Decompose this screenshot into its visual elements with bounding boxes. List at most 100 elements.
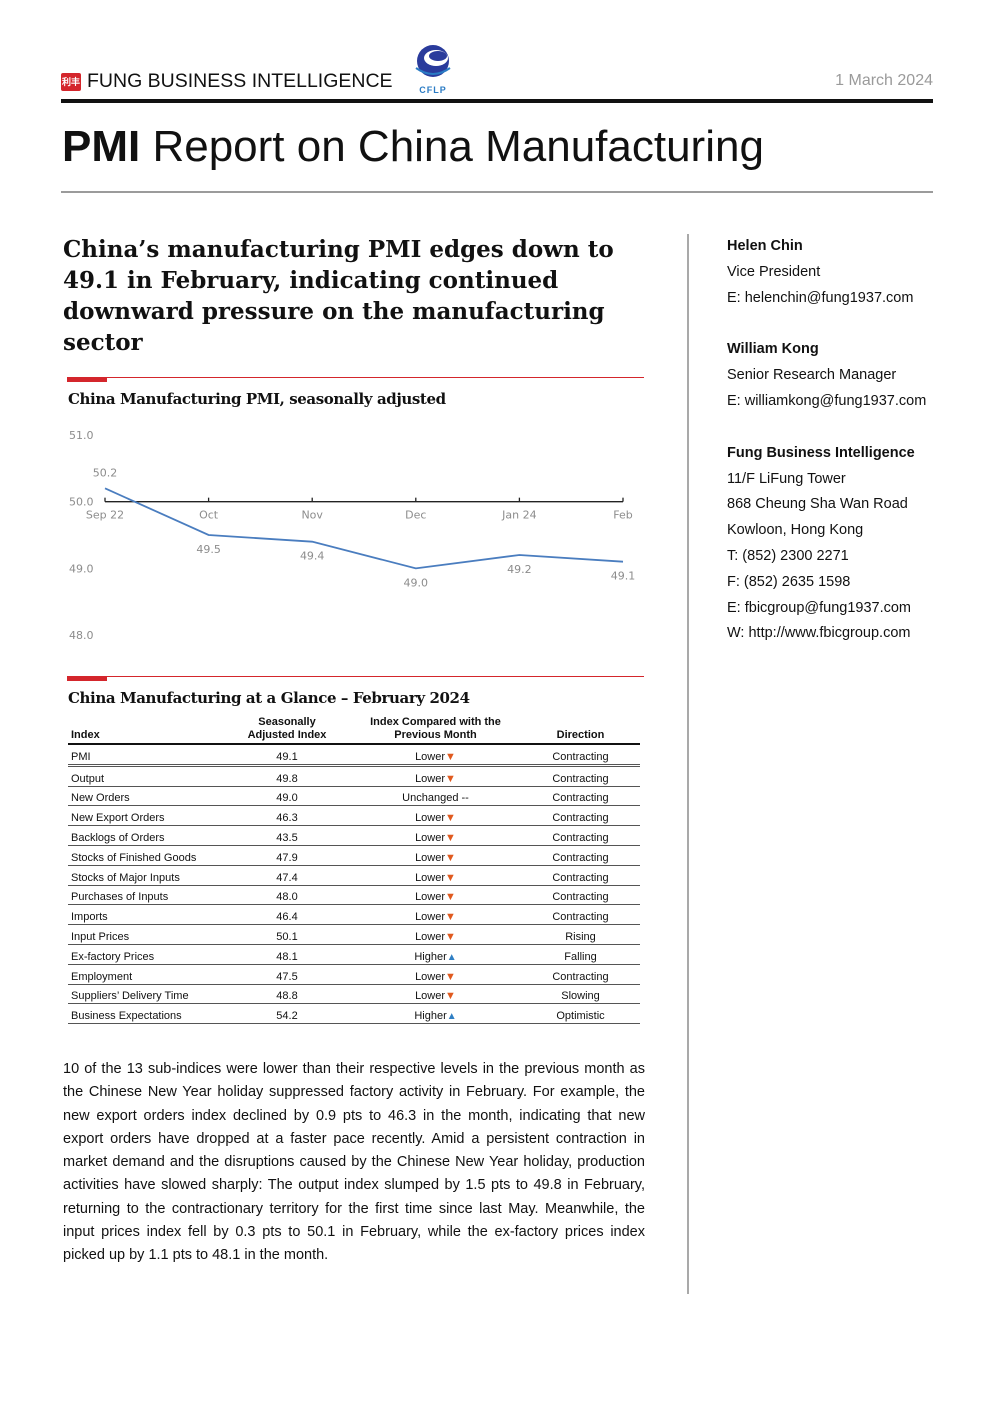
data-label: 49.5 (196, 543, 221, 556)
cell-compare: Lower▼ (350, 964, 521, 985)
chart-section-line (67, 377, 644, 378)
table-row: Suppliers’ Delivery Time 48.8 Lower▼ Slowin… (68, 984, 640, 1005)
cell-direction: Falling (521, 944, 640, 965)
title-rule (61, 191, 933, 193)
cell-direction: Contracting (521, 885, 640, 906)
contact-name: Helen Chin (727, 238, 803, 254)
x-tick-label: Oct (199, 509, 219, 522)
contact-email[interactable]: E: williamkong@fung1937.com (727, 392, 927, 409)
cell-value: 48.8 (224, 984, 350, 1005)
y-tick-label: 51.0 (69, 429, 94, 442)
table-row: Imports 46.4 Lower▼ Contracting (68, 904, 640, 926)
globe-icon (415, 45, 451, 77)
chart-section-marker (67, 377, 107, 382)
cell-direction: Contracting (521, 805, 640, 827)
table-row: Employment 47.5 Lower▼ Contracting (68, 964, 640, 985)
cell-value: 50.1 (224, 924, 350, 945)
table-section-line (67, 676, 644, 677)
triangle-up-icon: ▲ (446, 951, 457, 963)
cell-direction: Rising (521, 924, 640, 945)
cell-value: 54.2 (224, 1003, 350, 1025)
title-bold: PMI (62, 122, 141, 171)
cell-compare: Higher▲ (350, 944, 521, 965)
triangle-down-icon: ▼ (445, 891, 456, 904)
cell-compare-text: Lower (415, 831, 446, 844)
cell-value: 43.5 (224, 825, 350, 846)
x-tick-label: Feb (613, 509, 632, 522)
col-header-compare: Index Compared with the Previous Month (350, 716, 521, 744)
col-header-compare-l1: Index Compared with the (370, 716, 501, 728)
cell-compare-text: Lower (415, 750, 446, 763)
cell-direction: Contracting (521, 904, 640, 926)
triangle-down-icon: ▼ (445, 970, 456, 983)
y-tick-label: 48.0 (69, 629, 94, 642)
col-header-direction: Direction (556, 729, 605, 741)
org-email[interactable]: E: fbicgroup@fung1937.com (727, 599, 911, 616)
cell-compare-text: Lower (415, 911, 446, 924)
chart-title: China Manufacturing PMI, seasonally adju… (68, 390, 446, 408)
cell-value: 46.3 (224, 805, 350, 827)
title-rest: Report on China Manufacturing (140, 122, 764, 171)
cell-compare: Lower▼ (350, 924, 521, 945)
data-label: 50.2 (93, 466, 118, 479)
cell-compare: Higher▲ (350, 1003, 521, 1025)
cell-direction: Contracting (521, 825, 640, 846)
org-address-line: 868 Cheung Sha Wan Road (727, 496, 908, 513)
cell-index: Output (68, 765, 224, 787)
org-website[interactable]: W: http://www.fbicgroup.com (727, 625, 911, 642)
x-tick-label: Nov (301, 509, 323, 522)
partner-logo: CFLP (410, 44, 456, 95)
org-telephone: T: (852) 2300 2271 (727, 547, 849, 564)
table-row: Business Expectations 54.2 Higher▲ Optimist… (68, 1003, 640, 1025)
triangle-down-icon: ▼ (445, 750, 456, 763)
partner-logo-text: CFLP (419, 85, 447, 95)
cell-compare-text: Lower (415, 772, 446, 785)
data-label: 49.0 (404, 576, 429, 589)
cell-direction: Contracting (521, 845, 640, 866)
cell-value: 49.0 (224, 786, 350, 807)
cell-index: Ex-factory Prices (68, 944, 224, 965)
data-label: 49.1 (611, 570, 636, 583)
body-paragraph: 10 of the 13 sub-indices were lower than… (63, 1061, 645, 1264)
table-row: New Orders 49.0 Unchanged -- Contracting (68, 786, 640, 807)
cell-compare-text: Lower (415, 990, 446, 1003)
table-row: Backlogs of Orders 43.5 Lower▼ Contracting (68, 825, 640, 846)
headline: China’s manufacturing PMI edges down to … (63, 236, 614, 356)
cell-index: PMI (68, 744, 224, 766)
cell-index: New Orders (68, 786, 224, 807)
y-tick-label: 49.0 (69, 562, 94, 575)
cell-direction: Contracting (521, 765, 640, 787)
data-label: 49.2 (507, 563, 532, 576)
col-header-value-l1: Seasonally (258, 716, 316, 728)
cell-compare-text: Lower (415, 851, 446, 864)
col-header-index: Index (71, 729, 100, 741)
report-date: 1 March 2024 (835, 72, 933, 89)
cell-value: 49.8 (224, 765, 350, 787)
table-title: China Manufacturing at a Glance – Februa… (68, 689, 470, 707)
triangle-down-icon: ▼ (445, 812, 456, 825)
contact-role: Senior Research Manager (727, 367, 897, 384)
col-header-value-l2: Adjusted Index (247, 729, 327, 741)
cell-index: Backlogs of Orders (68, 825, 224, 846)
cell-compare: Lower▼ (350, 885, 521, 906)
table-row: Stocks of Finished Goods 47.9 Lower▼ Contra… (68, 845, 640, 866)
contact-email[interactable]: E: helenchin@fung1937.com (727, 289, 914, 306)
cell-compare-text: Higher (414, 1010, 447, 1023)
contact-role: Vice President (727, 263, 821, 280)
cell-compare-text: Lower (415, 930, 446, 943)
table-row: Purchases of Inputs 48.0 Lower▼ Contracting (68, 885, 640, 906)
brand-logo-icon: 利丰 (61, 72, 81, 91)
brand-name: FUNG BUSINESS INTELLIGENCE (87, 70, 393, 92)
cell-value: 47.4 (224, 865, 350, 886)
org-address-line: Kowloon, Hong Kong (727, 522, 864, 539)
contacts-panel: Helen Chin Vice President E: helenchin@f… (727, 234, 967, 647)
cell-index: Stocks of Finished Goods (68, 845, 224, 866)
table-section-marker (67, 676, 107, 681)
series-line (104, 487, 624, 570)
cell-value: 48.1 (224, 944, 350, 965)
cell-value: 47.5 (224, 964, 350, 985)
triangle-up-icon: ▲ (446, 1011, 457, 1023)
cell-compare: Lower▼ (350, 845, 521, 866)
cell-index: Suppliers’ Delivery Time (68, 984, 224, 1005)
cell-compare: Lower▼ (350, 805, 521, 827)
